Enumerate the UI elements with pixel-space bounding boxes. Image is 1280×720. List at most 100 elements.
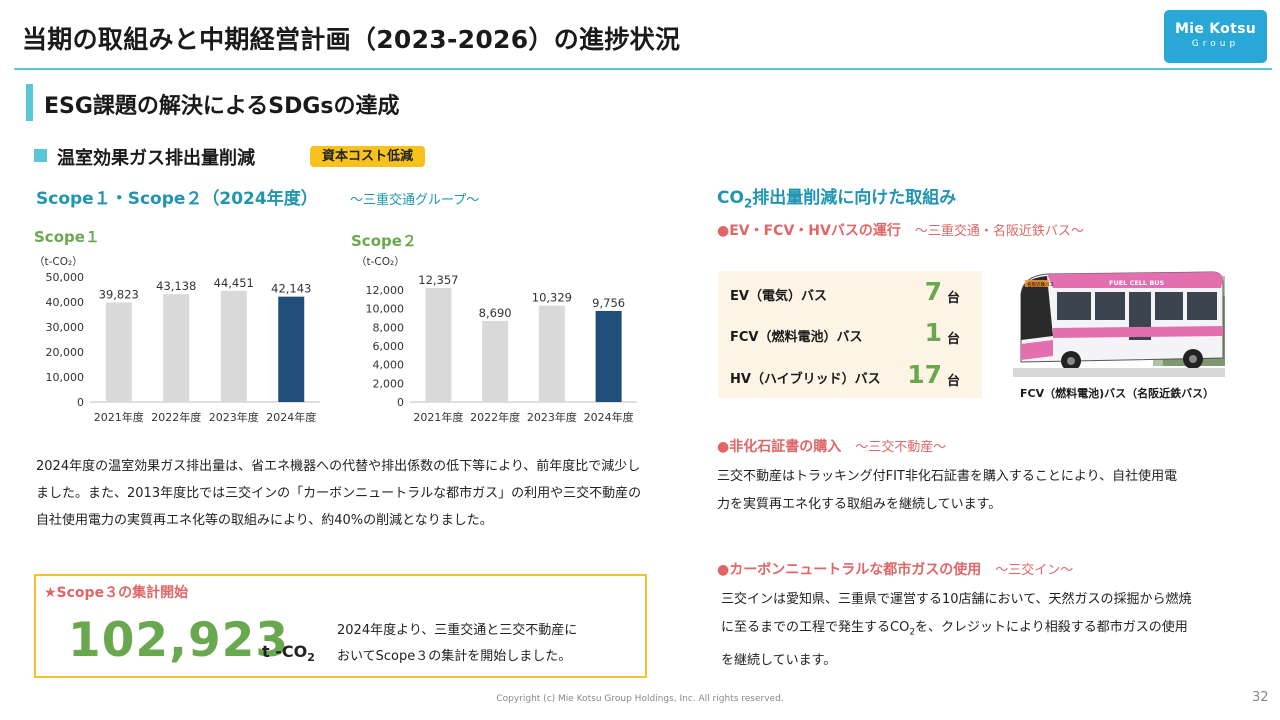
gas-text-line2-sub: 2 [909, 627, 916, 638]
gas-bullet-label: ●カーボンニュートラルな都市ガスの使用 [717, 562, 982, 578]
cert-bullet: ●非化石証書の購入 ～三交不動産～ [717, 436, 946, 456]
ev-bullet-label: ●EV・FCV・HVバスの運行 [717, 223, 901, 239]
bus-unit: 台 [946, 332, 960, 347]
scope3-unit: t -CO2 [262, 642, 315, 664]
bar [538, 305, 565, 402]
company-logo: Mie Kotsu Group [1164, 10, 1267, 63]
gas-text-line1: 三交インは愛知県、三重県で運営する10店舗において、天然ガスの採掘から燃焼 [721, 592, 1192, 607]
x-tick-label: 2021年度 [94, 410, 144, 424]
x-tick-label: 2021年度 [413, 410, 463, 424]
scope2-chart: （t-CO₂） 0 2,000 4,000 6,000 8,000 10,000 12,000… [356, 256, 637, 424]
y-tick-label: 20,000 [46, 346, 85, 359]
page-title: 当期の取組みと中期経営計画（2023-2026）の進捗状況 [22, 25, 681, 54]
y-tick-label: 12,000 [366, 284, 405, 297]
bus-banner-text: FUEL CELL BUS [1109, 279, 1165, 287]
cert-bullet-sub: ～三交不動産～ [855, 440, 947, 455]
scope3-box [34, 574, 647, 678]
bus-unit: 台 [946, 374, 960, 389]
ev-bullet: ●EV・FCV・HVバスの運行 ～三重交通・名阪近鉄バス～ [717, 220, 1084, 240]
ev-bullet-sub: ～三重交通・名阪近鉄バス～ [914, 224, 1084, 239]
logo-text: Mie Kotsu [1174, 21, 1256, 37]
scope1-chart: （t-CO₂） 0 10,000 20,000 30,000 40,000 50,000 39… [34, 256, 320, 424]
copyright: Copyright (c) Mie Kotsu Group Holdings, … [496, 694, 784, 704]
x-tick-label: 2024年度 [266, 410, 316, 424]
bus-row-hv: HV（ハイブリッド）バス 17 台 [730, 360, 980, 390]
scope12-heading: Scope１・Scope２（2024年度） [36, 189, 318, 209]
y-tick-label: 40,000 [46, 296, 85, 309]
bar [595, 310, 622, 402]
bar-value-label: 43,138 [156, 279, 196, 293]
y-tick-label: 10,000 [46, 371, 85, 384]
bus-count: 1 [924, 318, 942, 347]
x-tick-label: 2023年度 [527, 410, 577, 424]
gas-text-line3: を継続しています。 [721, 652, 837, 668]
bar [105, 302, 132, 402]
section-accent-bar [26, 84, 33, 121]
scope12-subheading: ～三重交通グループ～ [350, 193, 480, 208]
y-tick-label: 8,000 [373, 321, 405, 334]
emissions-description: 2024年度の温室効果ガス排出量は、省エネ機器への代替や排出係数の低下等により、… [36, 459, 642, 528]
cert-text-line2: 力を実質再エネ化する取組みを継続しています。 [717, 497, 1002, 512]
co2-heading-pre: CO [717, 188, 744, 208]
bus-label: EV（電気）バス [730, 289, 827, 304]
scope3-title: ★Scope３の集計開始 [44, 585, 189, 601]
cert-text: 三交不動産はトラッキング付FIT非化石証書を購入することにより、自社使用電 力を… [717, 463, 1177, 519]
subsection-title: 温室効果ガス排出量削減 [57, 148, 255, 169]
scope3-unit-prefix: t -CO [262, 642, 308, 661]
y-tick-label: 10,000 [366, 303, 405, 316]
cert-bullet-label: ●非化石証書の購入 [717, 439, 842, 455]
bar-value-label: 12,357 [418, 273, 458, 287]
bar-value-label: 42,143 [271, 282, 311, 296]
scope3-value: 102,923 [68, 613, 290, 668]
scope2-chart-title: Scope２ [351, 232, 417, 250]
co2-heading-post: 排出量削減に向けた取組み [752, 188, 957, 208]
capital-cost-badge: 資本コスト低減 [310, 146, 426, 167]
bar [220, 290, 247, 402]
bus-count: 7 [924, 277, 942, 306]
y-tick-label: 0 [77, 396, 84, 409]
bar [425, 288, 452, 402]
x-tick-label: 2022年度 [470, 410, 520, 424]
x-tick-label: 2022年度 [151, 410, 201, 424]
bus-row-ev: EV（電気）バス 7 台 [730, 277, 980, 307]
fcv-bus-photo: FUEL CELL BUS 名阪近鉄バス [1013, 266, 1225, 377]
scope3-unit-sub: 2 [307, 651, 315, 665]
cert-text-line1: 三交不動産はトラッキング付FIT非化石証書を購入することにより、自社使用電 [717, 469, 1178, 484]
gas-bullet: ●カーボンニュートラルな都市ガスの使用 ～三交イン～ [717, 559, 1073, 579]
scope3-text: 2024年度より、三重交通と三交不動産に おいてScope３の集計を開始しました… [337, 618, 577, 670]
y-tick-label: 0 [397, 396, 404, 409]
square-bullet-icon [34, 149, 47, 162]
y-tick-label: 4,000 [373, 359, 405, 372]
section-title: ESG課題の解決によるSDGsの達成 [44, 94, 400, 119]
bar-value-label: 44,451 [214, 276, 254, 290]
gas-text-line2: に至るまでの工程で発生するCO2を、クレジットにより相殺する都市ガスの使用 [721, 614, 1192, 647]
scope3-text-line2: おいてScope３の集計を開始しました。 [337, 649, 572, 664]
logo-subtext: Group [1191, 39, 1240, 49]
scope3-text-line1: 2024年度より、三重交通と三交不動産に [337, 623, 578, 638]
gas-bullet-sub: ～三交イン～ [995, 563, 1074, 578]
y-tick-label: 30,000 [46, 321, 85, 334]
bus-caption: FCV（燃料電池)バス（名阪近鉄バス） [1020, 387, 1215, 400]
bar [163, 294, 190, 402]
bus-label: FCV（燃料電池）バス [730, 330, 863, 345]
bar-value-label: 10,329 [532, 291, 572, 305]
bar-value-label: 8,690 [479, 306, 512, 320]
y-tick-label: 2,000 [373, 377, 405, 390]
bar [278, 296, 305, 402]
bar-value-label: 9,756 [592, 296, 625, 310]
gas-text-line2-post: を、クレジットにより相殺する都市ガスの使用 [915, 620, 1188, 635]
co2-heading-sub: 2 [743, 196, 753, 211]
page-number: 32 [1252, 690, 1269, 705]
y-tick-label: 6,000 [373, 340, 405, 353]
x-tick-label: 2023年度 [209, 410, 259, 424]
bus-label: HV（ハイブリッド）バス [730, 372, 881, 387]
y-axis-unit-label: （t-CO₂） [356, 256, 405, 268]
bus-unit: 台 [946, 291, 960, 306]
bus-sign-text: 名阪近鉄バス [1027, 281, 1054, 288]
gas-text-line2-pre: に至るまでの工程で発生するCO [721, 620, 910, 635]
scope1-chart-title: Scope１ [34, 228, 100, 246]
bus-row-fcv: FCV（燃料電池）バス 1 台 [730, 318, 980, 348]
gas-text: 三交インは愛知県、三重県で運営する10店舗において、天然ガスの採掘から燃焼 に至… [721, 586, 1192, 675]
bus-count: 17 [907, 360, 942, 389]
bus-count-box: EV（電気）バス 7 台 FCV（燃料電池）バス 1 台 HV（ハイブリッド）バ… [718, 271, 982, 398]
